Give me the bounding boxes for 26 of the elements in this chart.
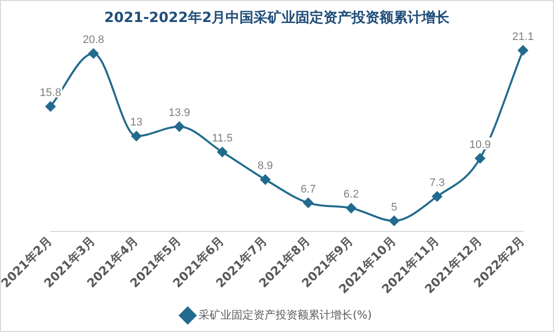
- point: [131, 131, 142, 142]
- legend-label: 采矿业固定资产投资额累计增长(%): [198, 308, 372, 322]
- data-label: 15.8: [40, 86, 62, 99]
- data-label: 20.8: [82, 34, 104, 46]
- data-label: 13: [130, 116, 143, 129]
- point: [303, 198, 314, 208]
- point: [260, 174, 270, 185]
- data-label: 13.9: [168, 107, 190, 120]
- point: [389, 216, 400, 226]
- data-label: 11.5: [212, 132, 233, 145]
- chart-title: 2021-2022年2月中国采矿业固定资产投资额累计增长: [104, 9, 451, 26]
- point: [45, 101, 56, 112]
- point: [475, 153, 486, 164]
- data-label: 6.2: [344, 188, 359, 201]
- data-label: 8.9: [258, 160, 273, 172]
- point: [174, 122, 184, 132]
- point: [518, 45, 528, 56]
- data-label: 6.7: [300, 183, 316, 196]
- data-label: 5: [391, 201, 398, 214]
- data-label: 7.3: [429, 177, 445, 190]
- data-label: 10.9: [469, 138, 491, 151]
- point: [88, 48, 98, 59]
- point: [432, 191, 442, 202]
- point: [346, 203, 356, 214]
- point: [217, 146, 228, 157]
- data-label: 21.1: [512, 30, 534, 43]
